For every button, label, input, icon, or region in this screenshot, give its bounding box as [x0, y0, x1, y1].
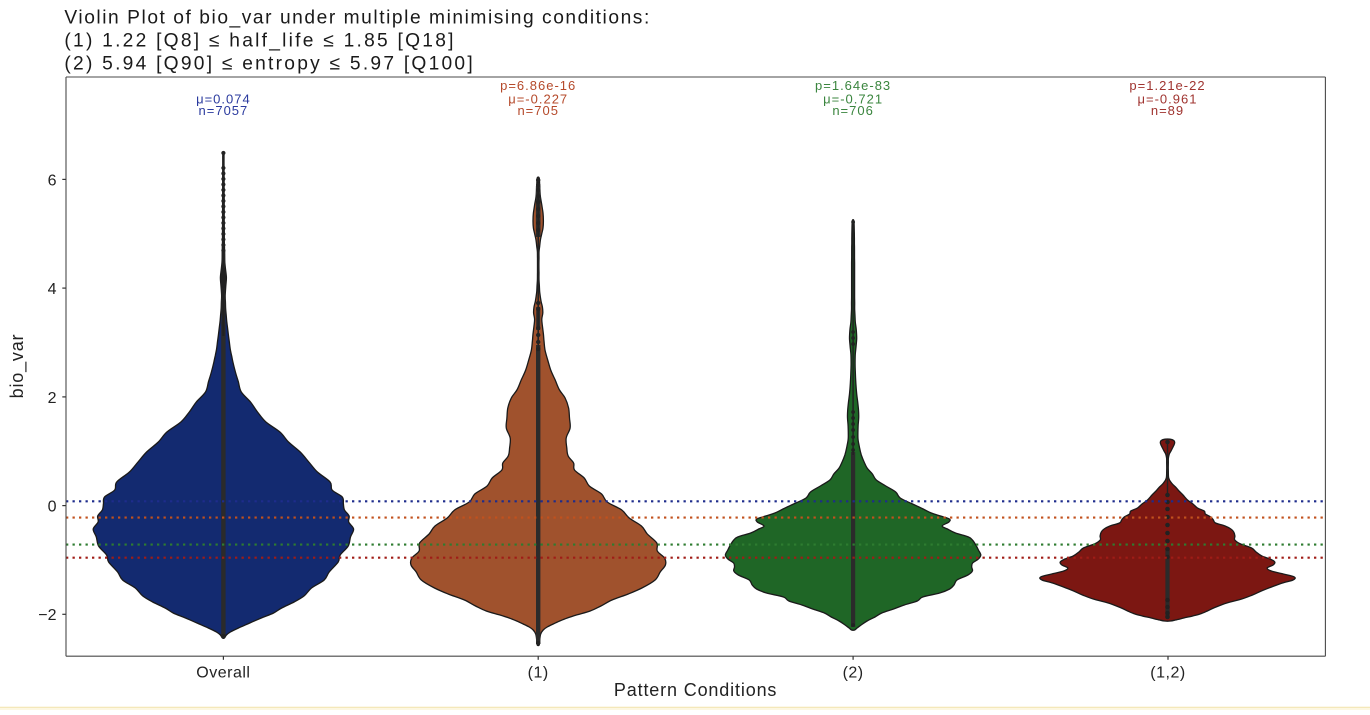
- svg-text:6: 6: [48, 172, 57, 189]
- svg-text:(1) 1.22 [Q8] ≤ half_life ≤ 1.: (1) 1.22 [Q8] ≤ half_life ≤ 1.85 [Q18]: [64, 31, 455, 52]
- svg-text:μ=-0.721: μ=-0.721: [823, 91, 883, 106]
- svg-text:0: 0: [48, 499, 57, 516]
- svg-text:Overall: Overall: [196, 665, 250, 682]
- svg-text:−2: −2: [38, 607, 56, 624]
- svg-text:p=1.64e-83: p=1.64e-83: [815, 78, 891, 93]
- svg-text:n=706: n=706: [832, 103, 874, 118]
- svg-text:μ=0.074: μ=0.074: [196, 91, 251, 106]
- svg-text:n=7057: n=7057: [199, 103, 249, 118]
- svg-text:Pattern Conditions: Pattern Conditions: [614, 680, 777, 700]
- svg-text:(2) 5.94 [Q90] ≤ entropy ≤ 5.9: (2) 5.94 [Q90] ≤ entropy ≤ 5.97 [Q100]: [64, 54, 475, 75]
- svg-text:μ=-0.961: μ=-0.961: [1138, 91, 1198, 106]
- svg-text:p=1.21e-22: p=1.21e-22: [1129, 78, 1205, 93]
- svg-text:(2): (2): [843, 665, 864, 682]
- svg-text:4: 4: [48, 281, 57, 298]
- svg-text:μ=-0.227: μ=-0.227: [508, 91, 568, 106]
- svg-text:(1): (1): [528, 665, 549, 682]
- svg-text:2: 2: [48, 390, 57, 407]
- svg-text:Violin Plot of bio_var under m: Violin Plot of bio_var under multiple mi…: [64, 8, 650, 29]
- svg-text:n=705: n=705: [517, 103, 559, 118]
- svg-text:p=6.86e-16: p=6.86e-16: [500, 78, 576, 93]
- svg-text:n=89: n=89: [1151, 103, 1184, 118]
- svg-text:(1,2): (1,2): [1150, 665, 1185, 682]
- svg-text:bio_var: bio_var: [7, 334, 28, 399]
